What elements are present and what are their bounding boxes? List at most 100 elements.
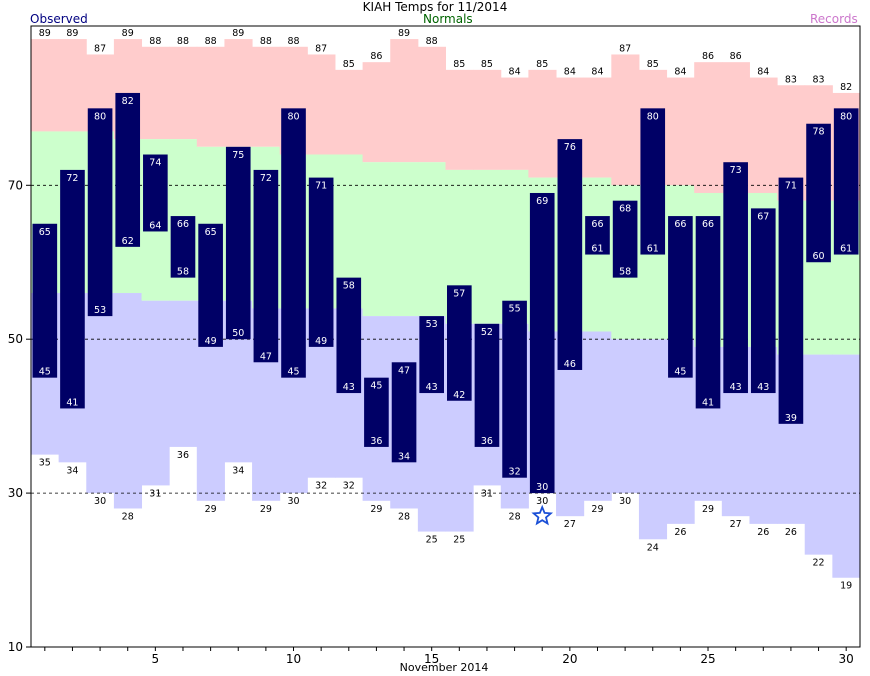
observed-bar [170,216,196,278]
observed-low-label: 49 [205,336,217,347]
observed-high-label: 78 [813,127,825,138]
observed-bar [225,146,251,340]
labels-layer: 65 45 89 35 72 41 89 34 80 53 87 30 82 62 89 28 74 64 88 31… [39,28,852,592]
observed-low-label: 64 [149,220,161,231]
record-high-label: 89 [122,28,134,39]
plot-frame [30,25,861,648]
record-band [362,62,391,163]
record-high-label: 87 [94,43,106,54]
observed-low-label: 43 [757,382,769,393]
record-high-label: 88 [260,36,272,47]
observed-low-label: 47 [260,351,272,362]
record-low-label: 25 [426,535,438,546]
record-band [528,69,557,178]
chart-title: KIAH Temps for 11/2014 [362,0,508,14]
observed-high-label: 80 [647,111,659,122]
observed-bar [529,192,555,494]
low-band [638,339,668,540]
observed-bar [198,223,223,347]
record-high-label: 86 [730,51,742,62]
low-band [832,354,861,578]
observed-bar [281,108,306,378]
y-tick-label: 50 [8,332,23,346]
observed-high-label: 67 [757,211,769,222]
observed-high-label: 55 [509,304,521,315]
observed-low-label: 53 [94,305,106,316]
observed-high-label: 72 [66,173,78,184]
record-high-label: 84 [509,67,521,78]
record-low-label: 29 [702,504,714,515]
observed-bar [115,92,141,247]
low-band [86,293,115,494]
record-high-label: 88 [149,36,161,47]
record-high-label: 83 [785,74,797,85]
low-band [611,339,640,494]
normal-band [417,162,446,317]
record-band [445,69,474,170]
observed-high-label: 76 [564,142,576,153]
record-high-label: 87 [315,43,327,54]
observed-low-label: 50 [232,328,244,339]
record-low-label: 26 [757,527,769,538]
record-low-label: 24 [647,542,659,553]
record-high-label: 85 [453,59,465,70]
observed-low-label: 58 [177,267,189,278]
observed-low-label: 34 [398,451,410,462]
observed-bar [806,123,831,263]
observed-low-label: 41 [702,397,714,408]
record-high-label: 84 [564,67,576,78]
record-band [390,39,419,163]
observed-low-label: 43 [730,382,742,393]
record-low-label: 34 [66,465,78,476]
observed-low-label: 30 [536,482,548,493]
record-high-label: 82 [840,82,852,93]
legend-records: Records [810,12,858,26]
observed-high-label: 71 [785,181,797,192]
observed-high-label: 80 [94,111,106,122]
observed-bars-layer [32,92,859,494]
record-high-label: 88 [177,36,189,47]
observed-low-label: 61 [591,244,603,255]
x-tick-label: 25 [700,652,715,666]
observed-low-label: 45 [39,367,51,378]
low-band [583,331,612,501]
observed-high-label: 47 [398,365,410,376]
low-band [804,354,833,555]
observed-low-label: 62 [122,236,134,247]
observed-bar [391,362,417,463]
observed-bar [419,316,444,394]
observed-low-label: 61 [647,244,659,255]
low-band [113,293,143,509]
record-low-label: 29 [260,504,272,515]
grid-layer [31,184,860,494]
record-band [500,77,529,170]
observed-bar [60,169,85,409]
record-band [473,69,502,170]
record-low-label: 26 [674,527,686,538]
observed-high-label: 71 [315,181,327,192]
observed-high-label: 68 [619,204,631,215]
record-high-label: 89 [398,28,410,39]
record-low-label: 31 [149,488,161,499]
record-high-label: 85 [343,59,355,70]
observed-low-label: 36 [370,436,382,447]
y-tick-label: 10 [8,640,23,654]
observed-low-label: 32 [509,467,521,478]
normal-band [473,169,502,324]
record-high-label: 89 [66,28,78,39]
observed-bar [750,208,776,394]
record-high-label: 85 [647,59,659,70]
observed-low-label: 45 [287,367,299,378]
record-band [417,46,446,163]
observed-bar [612,200,638,278]
observed-high-label: 80 [287,111,299,122]
record-high-label: 88 [287,36,299,47]
record-high-label: 85 [481,59,493,70]
x-tick-label: 20 [562,652,577,666]
record-high-label: 86 [702,51,714,62]
record-band [583,77,612,178]
record-low-label: 29 [205,504,217,515]
low-band [169,300,198,447]
observed-bar [447,285,472,401]
observed-bar [695,216,721,409]
